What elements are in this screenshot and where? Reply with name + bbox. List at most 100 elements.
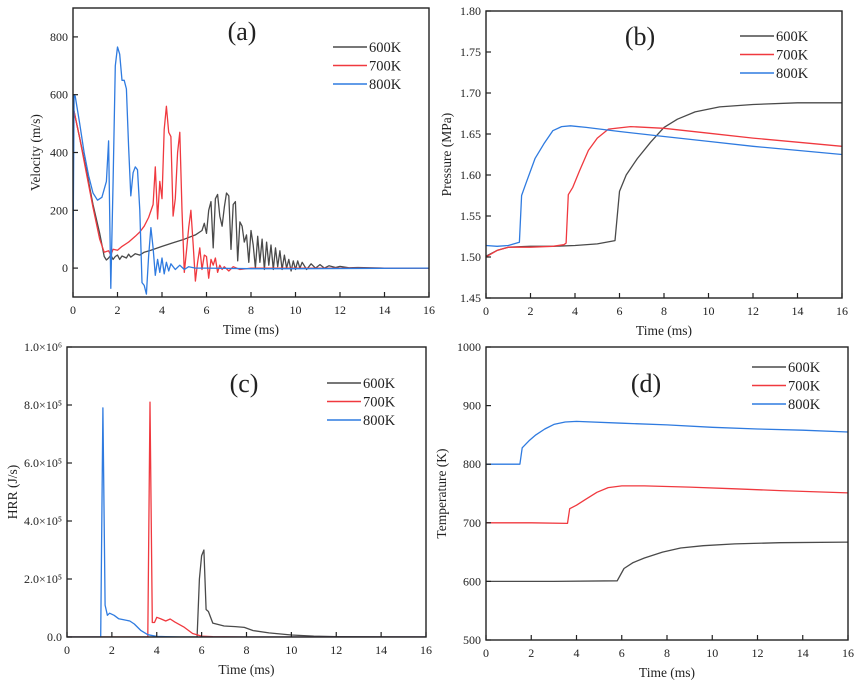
legend-label-600K: 600K (788, 360, 821, 376)
x-tick-label: 0 (70, 303, 76, 317)
series-line-600K (73, 106, 429, 272)
x-tick-label: 10 (290, 303, 302, 317)
x-tick-label: 4 (154, 643, 160, 657)
y-tick-label: 800 (463, 457, 481, 471)
y-axis-label: Pressure (MPa) (439, 113, 454, 197)
x-tick-label: 6 (204, 303, 210, 317)
series-line-700K (486, 485, 848, 525)
y-tick-label: 400 (50, 146, 68, 160)
x-tick-label: 16 (420, 643, 432, 657)
panel-label: (a) (228, 17, 257, 46)
x-tick-label: 4 (159, 303, 165, 317)
panel-a: 0 2 4 6 8 10 12 14 16 0 200 400 600 800 Time (ms) Veloc… (28, 7, 435, 337)
y-tick-label: 1.60 (460, 168, 481, 182)
y-tick-label: 1.70 (460, 86, 481, 100)
x-tick-label: 14 (797, 646, 809, 660)
x-tick-label: 12 (747, 304, 759, 318)
x-tick-label: 10 (703, 304, 715, 318)
x-tick-label: 6 (199, 643, 205, 657)
x-tick-label: 2 (528, 646, 534, 660)
series-line-600K (486, 541, 848, 583)
y-tick-label: 900 (463, 399, 481, 413)
x-tick-label: 16 (842, 646, 854, 660)
y-tick-label: 1.75 (460, 45, 481, 59)
series-line-700K (486, 125, 842, 258)
y-tick-label: 1.80 (460, 4, 481, 18)
x-axis-label: Time (ms) (636, 323, 692, 338)
series-line-800K (73, 46, 429, 295)
x-tick-label: 4 (574, 646, 580, 660)
legend-label-800K: 800K (788, 397, 821, 413)
y-tick-label: 700 (463, 516, 481, 530)
y-tick-label: 800 (50, 30, 68, 44)
y-tick-label: 1.45 (460, 291, 481, 305)
x-tick-label: 16 (836, 304, 848, 318)
legend-label-800K: 800K (363, 413, 396, 429)
legend: 600K 700K 800K (752, 360, 821, 413)
legend-label-700K: 700K (363, 395, 396, 411)
panel-d: 0 2 4 6 8 10 12 14 16 500 600 700 800 900 1000 Time (ms… (434, 340, 854, 680)
x-tick-label: 14 (379, 303, 391, 317)
y-axis-label: Temperature (K) (434, 448, 449, 538)
legend-label-700K: 700K (369, 59, 402, 75)
y-tick-label: 1.65 (460, 127, 481, 141)
legend-label-700K: 700K (788, 379, 821, 395)
x-axis-label: Time (ms) (223, 322, 279, 337)
x-tick-label: 6 (619, 646, 625, 660)
series-line-800K (486, 125, 842, 247)
y-axis-label: Velocity (m/s) (28, 114, 43, 191)
legend-label-600K: 600K (363, 376, 396, 392)
x-tick-label: 0 (64, 643, 70, 657)
x-tick-label: 14 (792, 304, 804, 318)
x-tick-label: 12 (330, 643, 342, 657)
x-tick-label: 8 (664, 646, 670, 660)
x-axis-label: Time (ms) (639, 665, 695, 680)
y-tick-label: 1.0×10⁶ (24, 340, 62, 354)
x-tick-label: 12 (752, 646, 764, 660)
x-tick-label: 0 (483, 304, 489, 318)
series-line-700K (73, 105, 429, 282)
x-tick-label: 2 (528, 304, 534, 318)
y-tick-label: 500 (463, 633, 481, 647)
legend-label-700K: 700K (776, 48, 809, 64)
panel-label: (b) (625, 22, 655, 51)
x-tick-label: 10 (706, 646, 718, 660)
panel-label: (d) (631, 369, 661, 398)
y-tick-label: 6.0×10⁵ (24, 456, 62, 470)
y-tick-label: 2.0×10⁵ (24, 572, 62, 586)
y-tick-label: 0.0 (47, 630, 62, 644)
legend-label-600K: 600K (776, 29, 809, 45)
x-tick-label: 14 (375, 643, 387, 657)
x-tick-label: 4 (572, 304, 578, 318)
y-tick-label: 600 (463, 574, 481, 588)
y-tick-label: 200 (50, 203, 68, 217)
series-line-800K (486, 420, 848, 465)
legend: 600K 700K 800K (327, 376, 396, 429)
legend-label-600K: 600K (369, 40, 402, 56)
x-axis-label: Time (ms) (218, 662, 274, 677)
x-tick-label: 6 (617, 304, 623, 318)
y-tick-label: 1000 (457, 340, 481, 354)
y-tick-label: 1.50 (460, 250, 481, 264)
legend-label-800K: 800K (369, 77, 402, 93)
x-tick-label: 0 (483, 646, 489, 660)
x-tick-label: 2 (109, 643, 115, 657)
series-line-600K (486, 102, 842, 257)
y-tick-label: 600 (50, 88, 68, 102)
y-tick-label: 1.55 (460, 209, 481, 223)
y-tick-label: 0 (62, 261, 68, 275)
panel-c: 0 2 4 6 8 10 12 14 16 0.0 2.0×10⁵ 4.0×10⁵ 6.0×10⁵ 8.0… (5, 340, 432, 677)
y-tick-label: 8.0×10⁵ (24, 398, 62, 412)
x-tick-label: 2 (115, 303, 121, 317)
legend-label-800K: 800K (776, 66, 809, 82)
y-tick-label: 4.0×10⁵ (24, 514, 62, 528)
series-line-700K (67, 401, 426, 637)
y-axis-label: HRR (J/s) (5, 465, 20, 519)
x-tick-label: 8 (248, 303, 254, 317)
panel-b: 0 2 4 6 8 10 12 14 16 1.45 1.50 1.55 1.60 1.65 1.70 1.7… (439, 4, 848, 338)
x-tick-label: 8 (661, 304, 667, 318)
x-tick-label: 16 (423, 303, 435, 317)
x-tick-label: 8 (244, 643, 250, 657)
series-line-800K (67, 407, 426, 637)
